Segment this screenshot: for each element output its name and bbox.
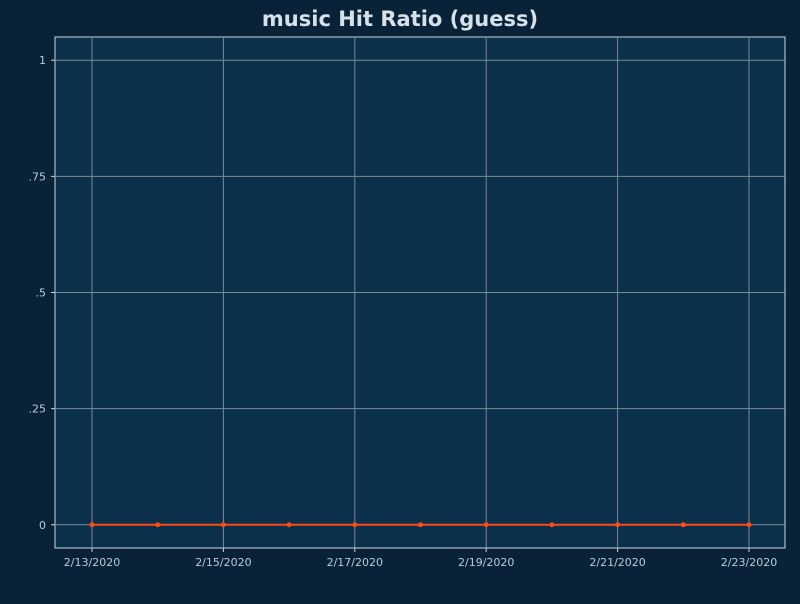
data-point (352, 522, 358, 528)
chart-title: music Hit Ratio (guess) (262, 7, 538, 31)
x-tick-label: 2/15/2020 (195, 556, 251, 569)
series-layer (89, 522, 752, 528)
y-tick-label: 1 (39, 54, 46, 67)
grid-layer (55, 37, 785, 548)
x-tick-label: 2/23/2020 (721, 556, 777, 569)
x-tick-label: 2/21/2020 (589, 556, 645, 569)
y-tick-label: 0 (39, 519, 46, 532)
data-point (220, 522, 226, 528)
data-point (680, 522, 686, 528)
x-tick-label: 2/13/2020 (64, 556, 120, 569)
x-axis: 2/13/2020 2/15/2020 2/17/2020 2/19/2020 2/21… (64, 548, 777, 569)
y-tick-label: .5 (36, 287, 47, 300)
data-point (549, 522, 555, 528)
data-point (746, 522, 752, 528)
data-point (155, 522, 161, 528)
data-point (483, 522, 489, 528)
y-tick-label: .75 (29, 170, 47, 183)
y-axis: 0 .25 .5 .75 1 (29, 54, 55, 532)
data-point (418, 522, 423, 528)
data-point (89, 522, 95, 528)
y-tick-label: .25 (29, 403, 47, 416)
x-tick-label: 2/17/2020 (327, 556, 383, 569)
data-point (286, 522, 292, 528)
x-tick-label: 2/19/2020 (458, 556, 514, 569)
data-point (615, 522, 621, 528)
